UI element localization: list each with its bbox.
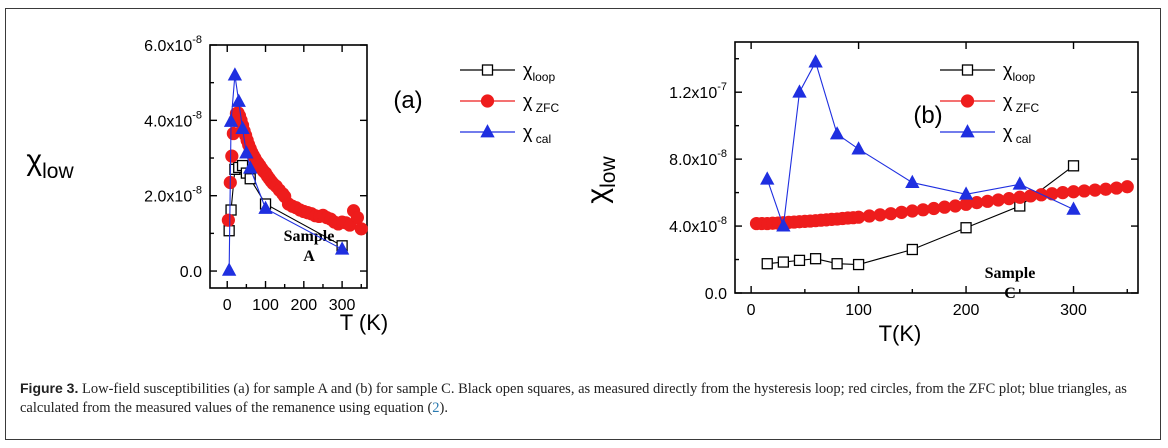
data-point-cal [776,218,791,232]
data-point-zfc [948,199,962,213]
equation-reference-link[interactable]: 2 [432,400,440,416]
caption-text-end: ). [439,400,448,416]
series-zfc [749,180,1134,231]
x-axis-title: T (K) [340,310,388,335]
legend-label-zfc: χ ZFC [1003,91,1039,115]
data-point-cal [792,84,807,98]
plot-frame [209,44,368,289]
data-point-loop [906,243,918,256]
legend: χloop χ ZFC χ cal [460,60,559,146]
sample-annotation: Sample [985,265,1036,282]
y-tick-label: 8.0x10-8 [669,148,727,169]
series-line-loop [767,165,1074,266]
data-point-cal [760,171,775,185]
data-point-loop [244,173,256,185]
y-tick-label: 6.0x10-8 [144,34,202,55]
data-point-cal [334,241,350,255]
data-point-cal [808,54,823,68]
data-point-cal [243,160,258,174]
data-point-zfc [350,210,365,225]
legend-marker-cal [960,124,975,138]
data-point-cal [239,145,254,159]
x-tick-label: 300 [329,297,356,314]
data-point-cal [235,120,250,135]
legend-marker-loop [481,64,494,76]
x-tick-label: 300 [1060,302,1087,319]
x-axis-title: T(K) [879,321,922,346]
data-point-loop [809,253,822,265]
chart-panel-b: 0 100 200 300 0.0 4.0x10-8 8.0x10-8 1.2x10-7 T(K… [581,41,1139,346]
x-tick-label: 200 [290,297,317,314]
data-point-zfc [1120,180,1134,194]
y-tick-label: 4.0x10-8 [669,215,727,236]
legend-label-loop: χloop [523,60,555,84]
data-point-cal [258,200,273,214]
y-tick-label: 2.0x10-8 [144,185,202,206]
data-point-zfc [354,222,368,236]
series-cal [760,54,1081,232]
data-point-cal [227,67,243,81]
chart-panel-a: 0 100 200 300 0.0 2.0x10-8 4.0x10-8 6.0x10-8 T (… [26,34,559,335]
legend-marker-zfc [960,94,975,108]
data-point-cal [221,262,237,276]
legend-marker-cal [480,124,495,138]
legend-marker-zfc [480,94,495,108]
legend: χloop χ ZFC χ cal [940,60,1039,146]
y-axis-title: χlow [581,156,620,204]
data-point-cal [231,93,246,107]
panel-label: (b) [913,102,942,129]
data-point-cal [905,174,920,188]
legend-label-cal: χ cal [1003,122,1031,146]
x-tick-label: 0 [747,302,756,319]
y-tick-label: 0.0 [705,286,727,303]
legend-label-cal: χ cal [523,122,551,146]
x-tick-label: 200 [953,302,980,319]
x-tick-label: 100 [252,297,279,314]
sample-annotation: Sample [284,228,335,245]
data-point-zfc [225,149,239,163]
panel-label: (a) [393,87,422,114]
series-cal [221,67,350,276]
y-tick-label: 0.0 [180,264,202,281]
data-point-cal [851,141,866,155]
caption-text: Low-field susceptibilities (a) for sampl… [20,381,1127,416]
data-point-cal [1066,201,1081,215]
x-tick-label: 100 [845,302,872,319]
y-tick-label: 1.2x10-7 [669,81,727,102]
sample-annotation: C [1004,285,1016,302]
legend-label-loop: χloop [1003,60,1035,84]
data-point-zfc [221,213,235,227]
x-tick-label: 0 [223,297,232,314]
figure-caption: Figure 3. Low-field susceptibilities (a)… [20,379,1150,418]
data-point-cal [958,186,974,200]
data-point-loop [777,256,790,268]
legend-marker-loop [961,64,974,76]
legend-label-zfc: χ ZFC [523,91,559,115]
data-point-cal [829,126,845,140]
plot-frame [734,41,1139,294]
series-line-cal [766,60,1074,227]
data-point-loop [852,258,865,271]
y-axis-title: χlow [26,144,74,183]
chart-area: 0 100 200 300 0.0 2.0x10-8 4.0x10-8 6.0x10-8 T (… [26,34,1139,346]
data-point-loop [793,254,806,267]
data-point-loop [960,222,972,234]
data-point-loop [225,204,237,216]
y-tick-label: 4.0x10-8 [144,109,202,130]
sample-annotation: A [303,248,315,265]
data-point-cal [223,113,239,127]
series-loop [761,160,1080,271]
caption-label: Figure 3. [20,380,79,396]
data-point-cal [1012,176,1027,190]
data-point-loop [761,258,773,270]
figure-frame [5,8,1161,440]
data-point-loop [831,258,843,270]
data-point-loop [1067,160,1080,172]
data-point-zfc [959,197,973,211]
